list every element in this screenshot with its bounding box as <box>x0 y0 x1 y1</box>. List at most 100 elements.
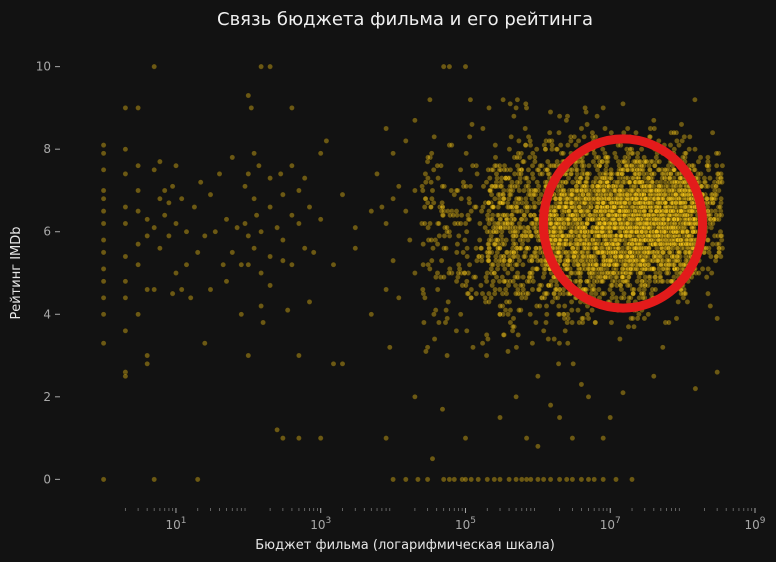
data-point <box>480 204 486 210</box>
data-point <box>425 154 431 161</box>
data-point <box>701 175 708 181</box>
data-point <box>526 204 533 210</box>
data-point <box>633 129 639 136</box>
data-point <box>487 187 493 194</box>
data-point <box>459 282 466 289</box>
data-point <box>716 245 722 252</box>
data-point <box>518 208 525 214</box>
data-point <box>477 245 484 252</box>
data-point <box>467 183 474 190</box>
data-point <box>523 245 530 252</box>
data-point <box>509 212 516 219</box>
data-point <box>527 142 534 148</box>
data-point <box>151 476 158 483</box>
data-point <box>473 204 479 210</box>
data-point <box>514 183 521 190</box>
data-point <box>569 249 576 256</box>
data-point <box>122 373 129 380</box>
data-point <box>504 270 511 276</box>
data-point <box>673 315 680 322</box>
data-point <box>529 286 536 293</box>
data-point <box>622 154 628 161</box>
data-point <box>434 270 441 276</box>
data-point <box>653 208 660 214</box>
data-point <box>135 208 141 214</box>
data-point <box>454 187 461 194</box>
data-point <box>428 195 435 202</box>
data-point <box>670 224 676 231</box>
data-point <box>500 96 506 103</box>
data-point <box>485 253 492 260</box>
data-point <box>662 199 669 206</box>
data-point <box>421 294 428 301</box>
data-point <box>460 183 467 190</box>
data-point <box>455 261 462 268</box>
data-point <box>523 232 529 239</box>
data-point <box>424 175 431 181</box>
data-point <box>627 232 633 239</box>
data-point <box>652 286 659 293</box>
data-point <box>681 133 688 140</box>
data-point <box>523 290 530 297</box>
data-point <box>551 290 558 297</box>
data-point <box>536 195 542 202</box>
data-point <box>441 183 448 190</box>
data-point <box>613 476 619 483</box>
data-point <box>267 253 273 260</box>
data-point <box>524 204 530 210</box>
data-point <box>435 220 442 227</box>
data-point <box>513 204 519 210</box>
data-point <box>245 170 252 177</box>
data-point <box>438 208 445 214</box>
data-point <box>234 224 240 231</box>
data-point <box>504 166 510 173</box>
data-point <box>497 216 504 223</box>
y-tick-label: 2 <box>43 390 51 404</box>
data-point <box>220 261 227 268</box>
data-point <box>508 216 515 223</box>
data-point <box>100 311 107 318</box>
data-point <box>135 261 141 268</box>
data-point <box>499 199 505 206</box>
data-point <box>406 237 413 243</box>
data-point <box>600 476 607 483</box>
data-point <box>260 319 266 326</box>
data-point <box>509 187 516 194</box>
data-point <box>207 191 214 198</box>
data-point <box>544 158 551 165</box>
data-point <box>650 265 657 272</box>
data-point <box>462 282 469 289</box>
data-point <box>533 232 540 239</box>
data-point <box>483 274 489 280</box>
data-point <box>709 220 716 227</box>
data-point <box>532 191 539 198</box>
data-point <box>505 220 511 227</box>
data-point <box>500 224 506 231</box>
data-point <box>422 170 429 177</box>
data-point <box>100 150 107 157</box>
data-point <box>515 170 522 177</box>
data-point <box>531 212 538 219</box>
data-point <box>529 150 536 157</box>
data-point <box>484 249 490 256</box>
data-point <box>600 435 607 441</box>
data-point <box>544 166 551 173</box>
data-point <box>446 63 453 70</box>
data-point <box>659 344 666 351</box>
data-point <box>439 204 446 210</box>
data-point <box>498 257 505 264</box>
data-point <box>494 249 501 256</box>
data-point <box>488 183 495 190</box>
data-point <box>517 175 524 181</box>
data-point <box>656 166 663 173</box>
data-point <box>173 220 179 227</box>
data-point <box>515 286 521 293</box>
data-point <box>301 175 308 181</box>
data-point <box>646 278 653 285</box>
data-point <box>618 294 625 301</box>
data-point <box>501 278 508 285</box>
data-point <box>411 393 418 400</box>
data-point <box>151 63 158 70</box>
data-point <box>122 105 129 111</box>
data-point <box>100 340 107 347</box>
